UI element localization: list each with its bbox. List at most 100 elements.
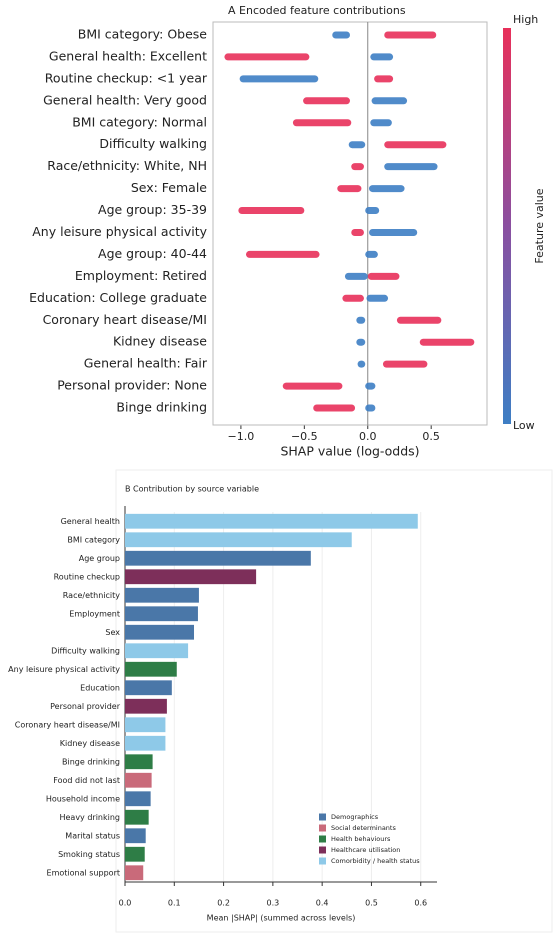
x-tick-label: 0.5 xyxy=(422,430,440,443)
x-tick-label: −1.0 xyxy=(228,430,255,443)
shap-range xyxy=(365,382,376,390)
plot-frame xyxy=(212,21,488,426)
y-tick-label: Routine checkup: <1 year xyxy=(45,70,208,85)
y-tick-label: Kidney disease xyxy=(113,334,207,349)
shap-range xyxy=(365,207,380,215)
bar xyxy=(125,772,152,788)
colorbar-low: Low xyxy=(513,419,535,432)
y-tick-label: Race/ethnicity: White, NH xyxy=(47,158,207,173)
legend-label: Demographics xyxy=(331,813,379,821)
shap-range xyxy=(371,97,408,105)
shap-range xyxy=(337,185,362,193)
y-tick-label: BMI category xyxy=(67,535,120,544)
bar xyxy=(125,569,257,585)
y-tick-label: Kidney disease xyxy=(60,739,120,748)
y-tick-label: Routine checkup xyxy=(54,572,120,581)
y-tick-label: Difficulty walking xyxy=(51,646,120,655)
shap-range xyxy=(348,141,366,149)
panel-frame xyxy=(115,469,553,933)
colorbar-high: High xyxy=(513,13,538,26)
y-tick-label: Smoking status xyxy=(58,850,120,859)
y-tick-label: Binge drinking xyxy=(116,400,207,415)
bar xyxy=(125,828,146,844)
y-tick-label: Race/ethnicity xyxy=(63,591,120,600)
y-tick-label: Age group: 40-44 xyxy=(98,246,207,261)
y-tick-label: General health xyxy=(61,517,120,526)
shap-range xyxy=(365,404,376,412)
shap-range xyxy=(282,382,343,390)
shap-range xyxy=(366,294,389,302)
legend-label: Health behaviours xyxy=(331,835,391,843)
shap-range xyxy=(292,119,352,127)
bar xyxy=(125,754,153,770)
shap-range xyxy=(370,119,392,127)
shap-range xyxy=(342,294,364,302)
x-tick-label: 0.1 xyxy=(168,899,181,908)
y-tick-label: Binge drinking xyxy=(62,757,120,766)
shap-range xyxy=(238,207,305,215)
bar xyxy=(125,606,198,622)
y-tick-label: Heavy drinking xyxy=(59,813,120,822)
y-tick-label: Employment xyxy=(69,609,120,618)
shap-range xyxy=(239,75,319,83)
y-tick-label: Food did not last xyxy=(53,776,120,785)
y-tick-label: Education xyxy=(80,683,120,692)
y-tick-label: General health: Excellent xyxy=(49,48,207,63)
x-tick-label: 0.4 xyxy=(316,899,329,908)
chart-title: B Contribution by source variable xyxy=(125,485,259,494)
shap-range xyxy=(351,228,364,236)
shap-range xyxy=(357,360,366,368)
shap-range xyxy=(344,272,368,280)
legend-swatch xyxy=(319,835,326,843)
bar xyxy=(125,698,167,714)
y-tick-label: Employment: Retired xyxy=(75,268,207,283)
bar xyxy=(125,735,166,751)
legend-label: Comorbidity / health status xyxy=(331,857,420,865)
y-tick-label: Any leisure physical activity xyxy=(8,665,120,674)
y-tick-label: Personal provider: None xyxy=(57,378,207,393)
y-tick-label: Coronary heart disease/MI xyxy=(15,720,120,729)
shap-range xyxy=(384,31,437,39)
bar xyxy=(125,809,149,825)
y-tick-label: General health: Very good xyxy=(43,92,207,107)
y-tick-label: Any leisure physical activity xyxy=(32,224,207,239)
shap-range xyxy=(303,97,350,105)
y-tick-label: Household income xyxy=(46,794,120,803)
shap-range xyxy=(419,338,475,346)
legend-swatch xyxy=(319,824,326,832)
y-tick-label: Education: College graduate xyxy=(29,290,207,305)
x-tick-label: 0.0 xyxy=(119,899,132,908)
x-tick-label: 0.6 xyxy=(414,899,427,908)
legend-swatch xyxy=(319,857,326,865)
bar xyxy=(125,846,145,862)
y-tick-label: Sex xyxy=(105,628,120,637)
shap-range xyxy=(351,163,364,171)
x-tick-label: 0.2 xyxy=(217,899,230,908)
bar xyxy=(125,717,166,733)
shap-range xyxy=(367,272,400,280)
shap-range xyxy=(369,228,418,236)
legend-label: Healthcare utilisation xyxy=(331,846,400,854)
y-tick-label: BMI category: Normal xyxy=(72,114,207,129)
shap-range xyxy=(356,338,366,346)
shap-range xyxy=(224,53,310,61)
y-tick-label: Difficulty walking xyxy=(99,136,207,151)
x-axis-label: SHAP value (log-odds) xyxy=(280,444,419,459)
shap-range xyxy=(374,75,394,83)
shap-range xyxy=(313,404,356,412)
bar xyxy=(125,865,144,881)
legend-swatch xyxy=(319,846,326,854)
y-tick-label: General health: Fair xyxy=(84,356,208,371)
legend-swatch xyxy=(319,813,326,821)
bar xyxy=(125,550,311,566)
bar xyxy=(125,680,172,696)
y-tick-label: Age group: 35-39 xyxy=(98,202,207,217)
colorbar-label: Feature value xyxy=(533,188,546,263)
x-tick-label: −0.5 xyxy=(291,430,318,443)
shap-range xyxy=(365,250,378,258)
y-tick-label: Marital status xyxy=(65,831,120,840)
y-tick-label: Personal provider xyxy=(50,702,121,711)
shap-range xyxy=(356,316,366,324)
bar xyxy=(125,661,177,677)
